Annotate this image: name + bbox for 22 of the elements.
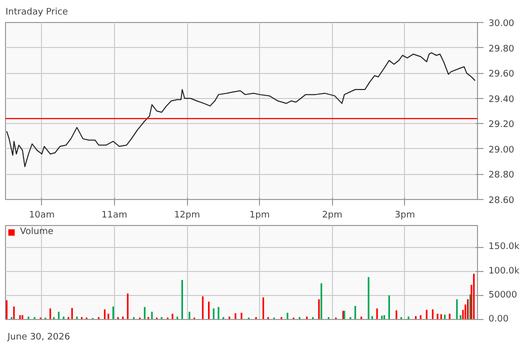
y-tick-label: 29.40	[488, 94, 515, 105]
y-tick-label: 28.60	[488, 196, 515, 206]
y-tick-label: 150.0k	[488, 242, 520, 252]
x-tick-label: 10am	[28, 210, 55, 220]
y-tick-label: 100.0k	[488, 266, 520, 276]
x-tick-label: 1pm	[250, 210, 270, 220]
line-series	[6, 52, 476, 168]
y-tick-label: 0.00	[488, 314, 509, 324]
text: June 30, 2026	[6, 332, 70, 342]
y-tick-label: 29.80	[488, 44, 515, 54]
x-tick-label: 11am	[102, 210, 128, 220]
chart-title: Intraday Price	[6, 8, 68, 18]
x-tick-label: 3pm	[394, 210, 415, 220]
x-tick-label: 12pm	[174, 210, 200, 220]
x-tick-label: 2pm	[322, 210, 342, 220]
y-tick-label: 29.20	[488, 120, 515, 130]
y-tick-label: 28.80	[488, 170, 515, 181]
y-tick-label: 50000	[488, 290, 518, 300]
legend-label: Volume	[20, 227, 54, 237]
y-tick-label: 29.00	[488, 145, 515, 156]
y-tick-label: 29.60	[488, 70, 515, 80]
y-tick-label: 30.00	[488, 19, 515, 29]
